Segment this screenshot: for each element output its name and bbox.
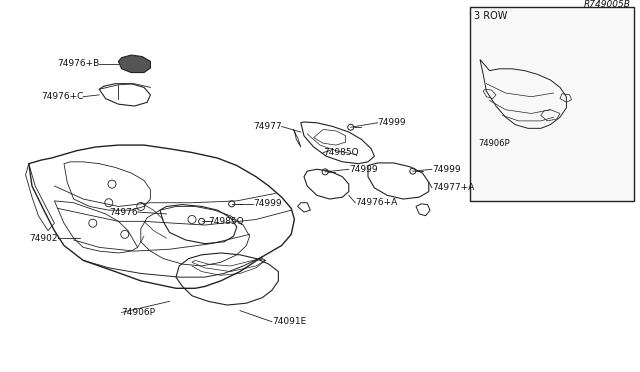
Text: 74977+A: 74977+A [432, 183, 474, 192]
Text: 74999: 74999 [378, 118, 406, 127]
Bar [470, 7, 634, 201]
Polygon shape [118, 55, 150, 73]
Text: 74091E: 74091E [272, 317, 307, 326]
Text: 74906P: 74906P [122, 308, 156, 317]
Text: 74999: 74999 [253, 199, 282, 208]
Text: R749005B: R749005B [584, 0, 630, 9]
Text: 74985Q: 74985Q [323, 148, 359, 157]
Text: 74977: 74977 [253, 122, 282, 131]
Text: 74976+B: 74976+B [57, 60, 99, 68]
Text: 3 ROW: 3 ROW [474, 12, 508, 22]
Text: 74906P: 74906P [479, 140, 510, 148]
Text: 74999: 74999 [349, 165, 378, 174]
Text: 74902: 74902 [29, 234, 58, 243]
Text: 74985Q: 74985Q [208, 217, 244, 226]
Text: 74976: 74976 [109, 208, 138, 217]
Text: 74999: 74999 [432, 165, 461, 174]
Text: 74976+A: 74976+A [355, 198, 397, 207]
Text: 74976+C: 74976+C [41, 92, 83, 101]
